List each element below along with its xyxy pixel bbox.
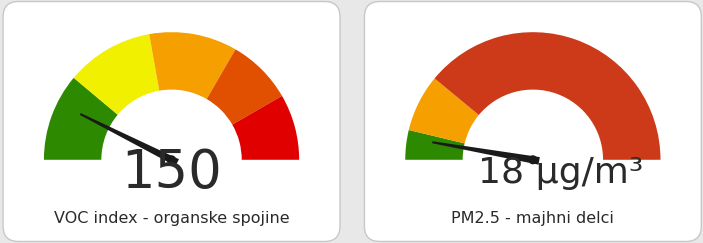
Text: PM2.5 - majhni delci: PM2.5 - majhni delci xyxy=(451,211,614,226)
FancyBboxPatch shape xyxy=(3,1,340,242)
Text: 18 μg/m³: 18 μg/m³ xyxy=(478,156,644,190)
Wedge shape xyxy=(207,49,282,125)
Text: 150: 150 xyxy=(121,147,222,199)
Circle shape xyxy=(529,156,536,164)
Text: VOC index - organske spojine: VOC index - organske spojine xyxy=(53,211,290,226)
Wedge shape xyxy=(74,34,160,115)
FancyBboxPatch shape xyxy=(364,1,702,242)
Polygon shape xyxy=(432,141,540,165)
Wedge shape xyxy=(44,78,117,160)
Polygon shape xyxy=(80,113,179,166)
Wedge shape xyxy=(408,78,479,143)
Wedge shape xyxy=(434,32,661,160)
Wedge shape xyxy=(232,96,299,160)
Wedge shape xyxy=(405,130,465,160)
Circle shape xyxy=(168,156,175,164)
Wedge shape xyxy=(149,32,236,99)
